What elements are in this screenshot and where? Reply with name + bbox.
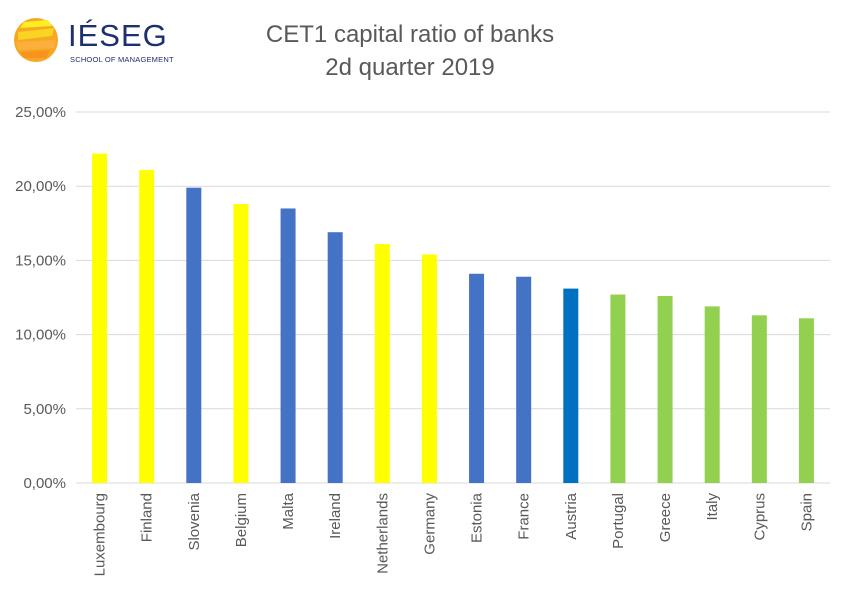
x-tick-label-malta: Malta bbox=[280, 492, 297, 529]
logo-name: IÉSEG bbox=[68, 18, 168, 53]
logo-sun-icon bbox=[14, 18, 58, 62]
bar-luxembourg bbox=[92, 153, 108, 483]
bar-france bbox=[516, 276, 532, 483]
x-tick-label-slovenia: Slovenia bbox=[186, 492, 203, 550]
x-tick-label-netherlands: Netherlands bbox=[374, 493, 391, 574]
chart-title: CET1 capital ratio of banks bbox=[265, 21, 555, 48]
bar-italy bbox=[704, 306, 720, 483]
x-tick-label-luxembourg: Luxembourg bbox=[92, 493, 109, 576]
x-tick-label-estonia: Estonia bbox=[469, 492, 486, 543]
bar-finland bbox=[139, 169, 155, 483]
chart-title-block: CET1 capital ratio of banks 2d quarter 2… bbox=[240, 18, 580, 84]
x-tick-label-italy: Italy bbox=[704, 493, 721, 521]
x-tick-label-cyprus: Cyprus bbox=[751, 493, 768, 541]
logo-subtitle: SCHOOL OF MANAGEMENT bbox=[70, 55, 174, 64]
bar-netherlands bbox=[374, 244, 390, 483]
x-tick-label-portugal: Portugal bbox=[610, 493, 627, 549]
x-tick-label-greece: Greece bbox=[657, 493, 674, 542]
x-tick-label-belgium: Belgium bbox=[233, 493, 250, 547]
x-tick-label-spain: Spain bbox=[798, 493, 815, 531]
bar-austria bbox=[563, 288, 579, 483]
bar-slovenia bbox=[186, 187, 202, 483]
y-tick-label: 15,00% bbox=[15, 252, 66, 269]
y-tick-label: 5,00% bbox=[23, 401, 66, 418]
bar-spain bbox=[798, 318, 814, 483]
x-tick-label-germany: Germany bbox=[421, 493, 438, 555]
bar-belgium bbox=[233, 204, 249, 483]
chart-subtitle: 2d quarter 2019 bbox=[325, 54, 495, 81]
bar-ireland bbox=[327, 232, 343, 483]
x-tick-label-ireland: Ireland bbox=[327, 493, 344, 539]
bar-germany bbox=[421, 254, 437, 483]
x-tick-label-austria: Austria bbox=[563, 492, 580, 539]
y-tick-label: 20,00% bbox=[15, 178, 66, 195]
y-tick-label: 0,00% bbox=[23, 475, 66, 492]
bar-malta bbox=[280, 208, 296, 483]
x-tick-label-finland: Finland bbox=[139, 493, 156, 542]
y-tick-label: 25,00% bbox=[15, 104, 66, 121]
y-tick-label: 10,00% bbox=[15, 327, 66, 344]
bar-estonia bbox=[469, 273, 485, 483]
x-tick-label-france: France bbox=[516, 493, 533, 540]
ieseg-logo: IÉSEG SCHOOL OF MANAGEMENT bbox=[8, 10, 178, 70]
bar-portugal bbox=[610, 294, 626, 483]
bar-greece bbox=[657, 296, 673, 483]
bar-cyprus bbox=[751, 315, 767, 483]
